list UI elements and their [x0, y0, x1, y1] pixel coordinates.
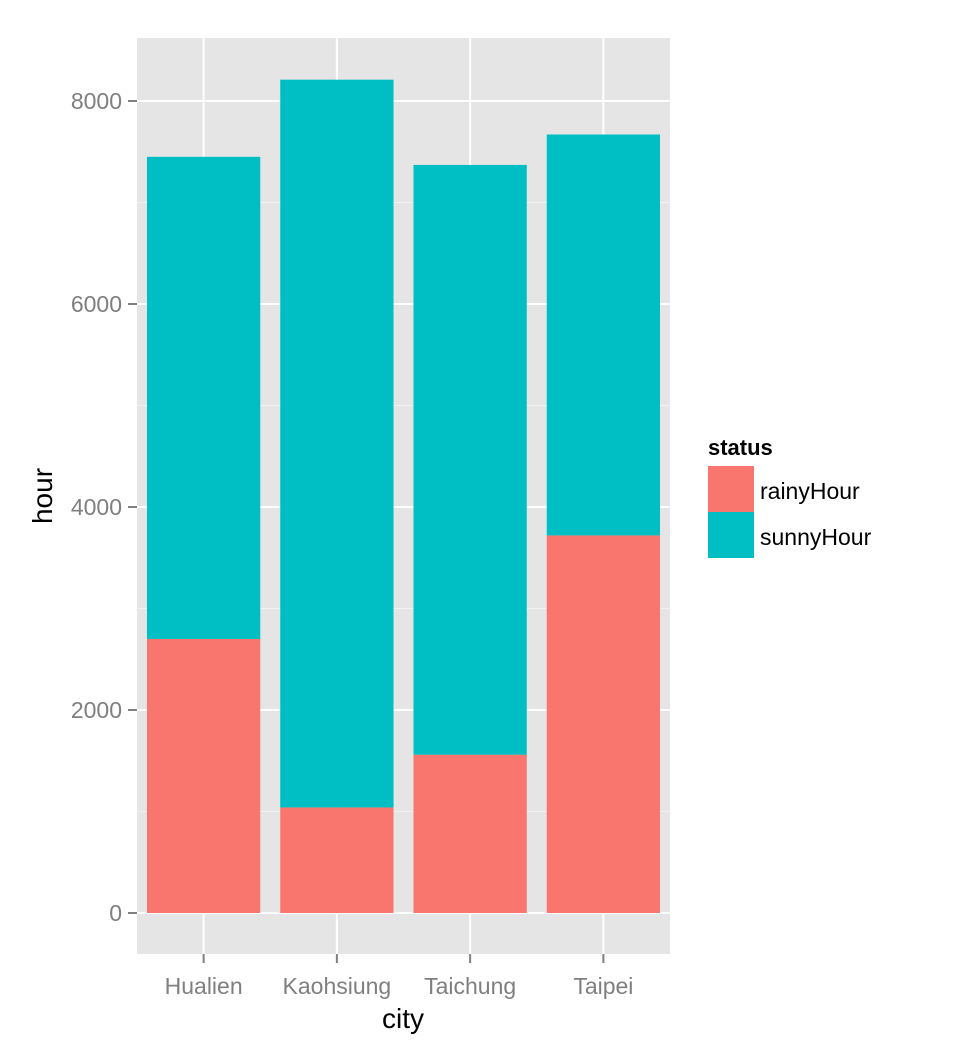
bar-kaohsiung-sunnyhour [280, 79, 394, 808]
legend-key-rainyhour [708, 466, 754, 512]
x-tick-label: Kaohsiung [283, 973, 392, 999]
bar-taichung-rainyhour [413, 754, 527, 913]
y-tick-label: 4000 [71, 494, 122, 520]
y-axis-title: hour [27, 468, 58, 524]
legend-label-sunnyhour: sunnyHour [760, 524, 872, 550]
x-tick-label: Hualien [165, 973, 243, 999]
bars [146, 79, 661, 913]
y-tick-label: 0 [109, 900, 122, 926]
y-tick-label: 6000 [71, 291, 122, 317]
legend-key-sunnyhour [708, 512, 754, 558]
x-tick-label: Taichung [424, 973, 516, 999]
bar-hualien-sunnyhour [146, 156, 261, 639]
x-tick-label: Taipei [573, 973, 633, 999]
bar-hualien-rainyhour [146, 638, 261, 913]
x-axis: Hualien Kaohsiung Taichung Taipei [165, 954, 633, 999]
legend-title: status [708, 435, 773, 460]
y-tick-label: 8000 [71, 88, 122, 114]
x-axis-title: city [382, 1003, 424, 1034]
legend: status rainyHour sunnyHour [708, 435, 872, 558]
y-tick-label: 2000 [71, 697, 122, 723]
bar-kaohsiung-rainyhour [280, 807, 394, 913]
bar-taipei-rainyhour [546, 535, 661, 913]
bar-taipei-sunnyhour [546, 134, 661, 536]
bar-taichung-sunnyhour [413, 164, 527, 755]
y-axis: 0 2000 4000 6000 8000 [71, 88, 137, 926]
legend-label-rainyhour: rainyHour [760, 478, 860, 504]
